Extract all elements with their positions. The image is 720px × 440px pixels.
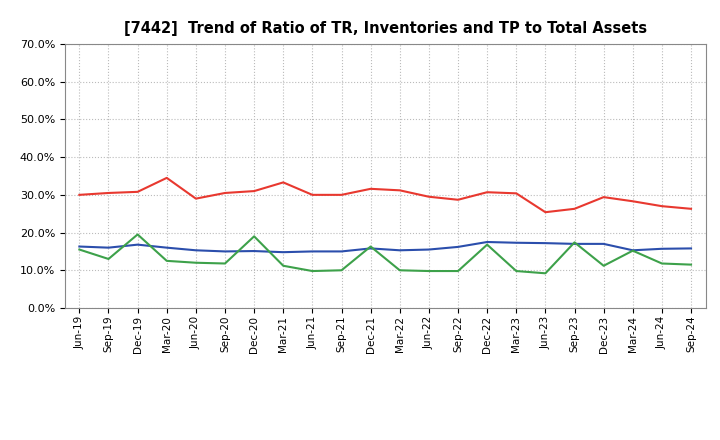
Trade Payables — [657, 261, 666, 266]
Trade Receivables — [308, 192, 317, 198]
Inventories — [366, 246, 375, 251]
Trade Receivables — [250, 188, 258, 194]
Trade Payables — [570, 240, 579, 245]
Trade Payables — [75, 247, 84, 252]
Trade Payables — [250, 234, 258, 239]
Inventories — [687, 246, 696, 251]
Inventories — [308, 249, 317, 254]
Trade Receivables — [425, 194, 433, 199]
Inventories — [454, 244, 462, 249]
Trade Payables — [483, 242, 492, 247]
Inventories — [104, 245, 113, 250]
Inventories — [133, 242, 142, 247]
Trade Receivables — [192, 196, 200, 201]
Title: [7442]  Trend of Ratio of TR, Inventories and TP to Total Assets: [7442] Trend of Ratio of TR, Inventories… — [124, 21, 647, 36]
Inventories — [657, 246, 666, 251]
Inventories — [250, 249, 258, 254]
Trade Payables — [687, 262, 696, 267]
Inventories — [192, 248, 200, 253]
Trade Receivables — [541, 209, 550, 215]
Trade Receivables — [599, 194, 608, 200]
Trade Payables — [541, 271, 550, 276]
Trade Receivables — [512, 191, 521, 196]
Trade Payables — [220, 261, 229, 266]
Inventories — [163, 245, 171, 250]
Trade Receivables — [104, 191, 113, 196]
Trade Payables — [192, 260, 200, 265]
Trade Payables — [366, 244, 375, 249]
Trade Receivables — [454, 197, 462, 202]
Inventories — [570, 241, 579, 246]
Trade Payables — [629, 248, 637, 253]
Trade Receivables — [366, 186, 375, 191]
Trade Receivables — [657, 204, 666, 209]
Trade Receivables — [629, 198, 637, 204]
Trade Receivables — [570, 206, 579, 212]
Trade Payables — [395, 268, 404, 273]
Trade Payables — [512, 268, 521, 274]
Inventories — [337, 249, 346, 254]
Trade Payables — [337, 268, 346, 273]
Trade Payables — [599, 263, 608, 268]
Trade Receivables — [687, 206, 696, 212]
Inventories — [220, 249, 229, 254]
Line: Trade Receivables: Trade Receivables — [79, 178, 691, 212]
Trade Payables — [163, 258, 171, 264]
Trade Receivables — [483, 190, 492, 195]
Inventories — [599, 241, 608, 246]
Inventories — [75, 244, 84, 249]
Trade Payables — [104, 257, 113, 262]
Inventories — [279, 249, 287, 255]
Trade Payables — [133, 232, 142, 237]
Line: Inventories: Inventories — [79, 242, 691, 252]
Trade Receivables — [133, 189, 142, 194]
Trade Receivables — [75, 192, 84, 198]
Trade Receivables — [220, 191, 229, 196]
Trade Payables — [279, 263, 287, 268]
Trade Receivables — [279, 180, 287, 185]
Line: Trade Payables: Trade Payables — [79, 235, 691, 273]
Inventories — [629, 248, 637, 253]
Trade Receivables — [337, 192, 346, 198]
Trade Receivables — [163, 175, 171, 180]
Inventories — [425, 247, 433, 252]
Trade Payables — [425, 268, 433, 274]
Inventories — [512, 240, 521, 246]
Inventories — [483, 239, 492, 245]
Trade Receivables — [395, 188, 404, 193]
Inventories — [541, 241, 550, 246]
Trade Payables — [454, 268, 462, 274]
Inventories — [395, 248, 404, 253]
Trade Payables — [308, 268, 317, 274]
